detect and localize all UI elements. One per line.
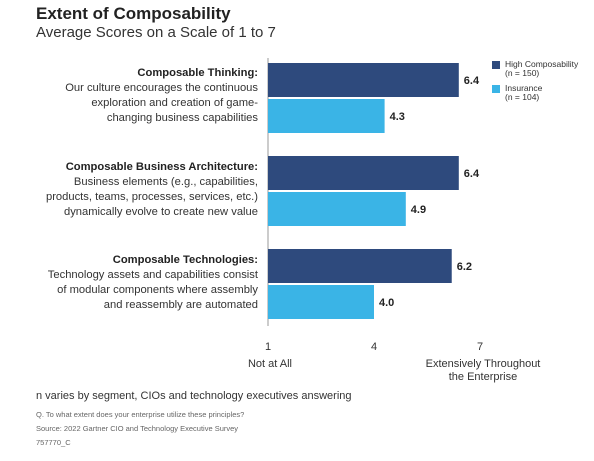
category-desc-line: of modular components where assembly	[57, 284, 258, 296]
category-heading: Composable Business Architecture:	[65, 161, 258, 173]
category-desc-line: exploration and creation of game-	[91, 97, 258, 109]
legend: High Composability (n = 150) Insurance (…	[492, 60, 578, 108]
legend-item-insurance: Insurance (n = 104)	[492, 84, 578, 102]
bar-high-composability-1	[268, 156, 459, 190]
category-heading: Composable Technologies:	[112, 254, 258, 266]
data-label: 4.9	[411, 204, 426, 216]
data-label: 6.4	[464, 168, 480, 180]
question-note: Q. To what extent does your enterprise u…	[36, 410, 245, 419]
axis-caption-min: Not at All	[247, 358, 293, 370]
legend-label: Insurance	[505, 83, 543, 93]
category-desc-line: Technology assets and capabilities consi…	[47, 269, 258, 281]
legend-sample: (n = 104)	[505, 92, 540, 102]
bar-insurance-0	[268, 99, 385, 133]
data-label: 4.0	[379, 297, 394, 309]
x-tick-label: 7	[477, 341, 483, 353]
x-tick-label: 1	[265, 341, 271, 353]
category-desc-line: changing business capabilities	[106, 112, 258, 124]
legend-swatch	[492, 85, 500, 93]
footnote: n varies by segment, CIOs and technology…	[36, 390, 352, 402]
category-desc-line: and reassembly are automated	[103, 299, 258, 311]
axis-caption-max: Extensively Throughout the Enterprise	[408, 358, 558, 384]
axis-caption-max-line: Extensively Throughout	[425, 358, 541, 370]
category-desc-line: Business elements (e.g., capabilities,	[73, 176, 258, 188]
bar-high-composability-0	[268, 63, 459, 97]
chart-title: Extent of Composability	[36, 4, 231, 23]
bar-insurance-1	[268, 192, 406, 226]
data-label: 4.3	[390, 111, 405, 123]
x-tick-label: 4	[371, 341, 377, 353]
axis-caption-max-line: the Enterprise	[448, 371, 518, 383]
category-desc-line: products, teams, processes, services, et…	[45, 191, 258, 203]
bar-insurance-2	[268, 285, 374, 319]
category-heading: Composable Thinking:	[137, 67, 258, 79]
legend-label: High Composability	[505, 59, 579, 69]
data-label: 6.2	[457, 261, 472, 273]
data-label: 6.4	[464, 75, 480, 87]
chart-subtitle: Average Scores on a Scale of 1 to 7	[36, 24, 276, 41]
category-desc-line: Our culture encourages the continuous	[65, 82, 258, 94]
legend-item-high-composability: High Composability (n = 150)	[492, 60, 578, 78]
legend-sample: (n = 150)	[505, 68, 540, 78]
bar-high-composability-2	[268, 249, 452, 283]
figure-id: 757770_C	[36, 438, 71, 447]
category-label-composable-business-architecture: Composable Business Architecture: Busine…	[18, 160, 258, 220]
category-label-composable-thinking: Composable Thinking: Our culture encoura…	[18, 66, 258, 126]
legend-swatch	[492, 61, 500, 69]
category-desc-line: dynamically evolve to create new value	[63, 206, 258, 218]
source-note: Source: 2022 Gartner CIO and Technology …	[36, 424, 239, 433]
category-label-composable-technologies: Composable Technologies: Technology asse…	[18, 253, 258, 313]
